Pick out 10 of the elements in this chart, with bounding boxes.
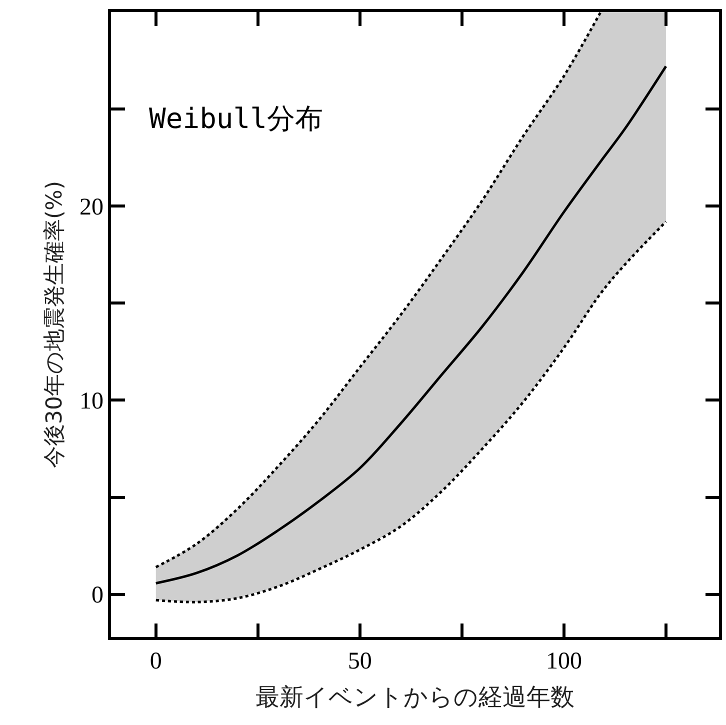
x-axis-title: 最新イベントからの経過年数 — [256, 682, 574, 711]
y-tick-label: 20 — [79, 194, 104, 220]
line-series — [154, 220, 668, 604]
x-tick-label: 0 — [150, 648, 162, 675]
y-axis-title: 今後30年の地震発生確率(%) — [42, 180, 68, 468]
x-tick-label: 50 — [348, 648, 372, 675]
y-tick-label: 10 — [79, 388, 104, 415]
y-tick-label: 0 — [91, 582, 104, 609]
annotation: Weibull分布 — [149, 102, 324, 135]
x-tick-label: 100 — [546, 648, 582, 675]
